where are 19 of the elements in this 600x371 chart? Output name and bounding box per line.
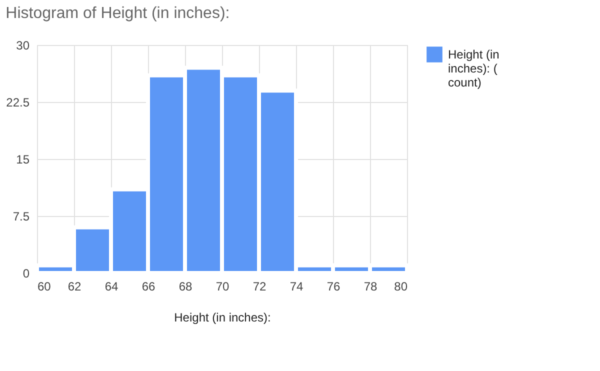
y-tick-label: 15 [16,152,30,166]
y-tick-label: 22.5 [6,96,30,110]
x-tick-label: 68 [178,280,192,294]
x-tick-label: 60 [38,280,52,294]
chart-title: Histogram of Height (in inches): [6,5,230,22]
x-tick-label: 76 [326,280,340,294]
x-tick-label: 62 [68,280,82,294]
x-tick-label: 72 [252,280,266,294]
y-tick-label: 7.5 [12,210,30,224]
x-tick-label: 80 [394,280,408,294]
x-tick-label: 70 [216,280,230,294]
y-tick-label: 0 [22,266,30,280]
x-axis-title: Height (in inches): [174,310,271,324]
legend-label: Height (in inches): ( count) [448,48,500,90]
x-tick-label: 64 [104,280,118,294]
x-tick-label: 66 [142,280,156,294]
x-tick-label: 78 [364,280,378,294]
y-tick-label: 30 [16,38,30,52]
x-tick-label: 74 [290,280,304,294]
